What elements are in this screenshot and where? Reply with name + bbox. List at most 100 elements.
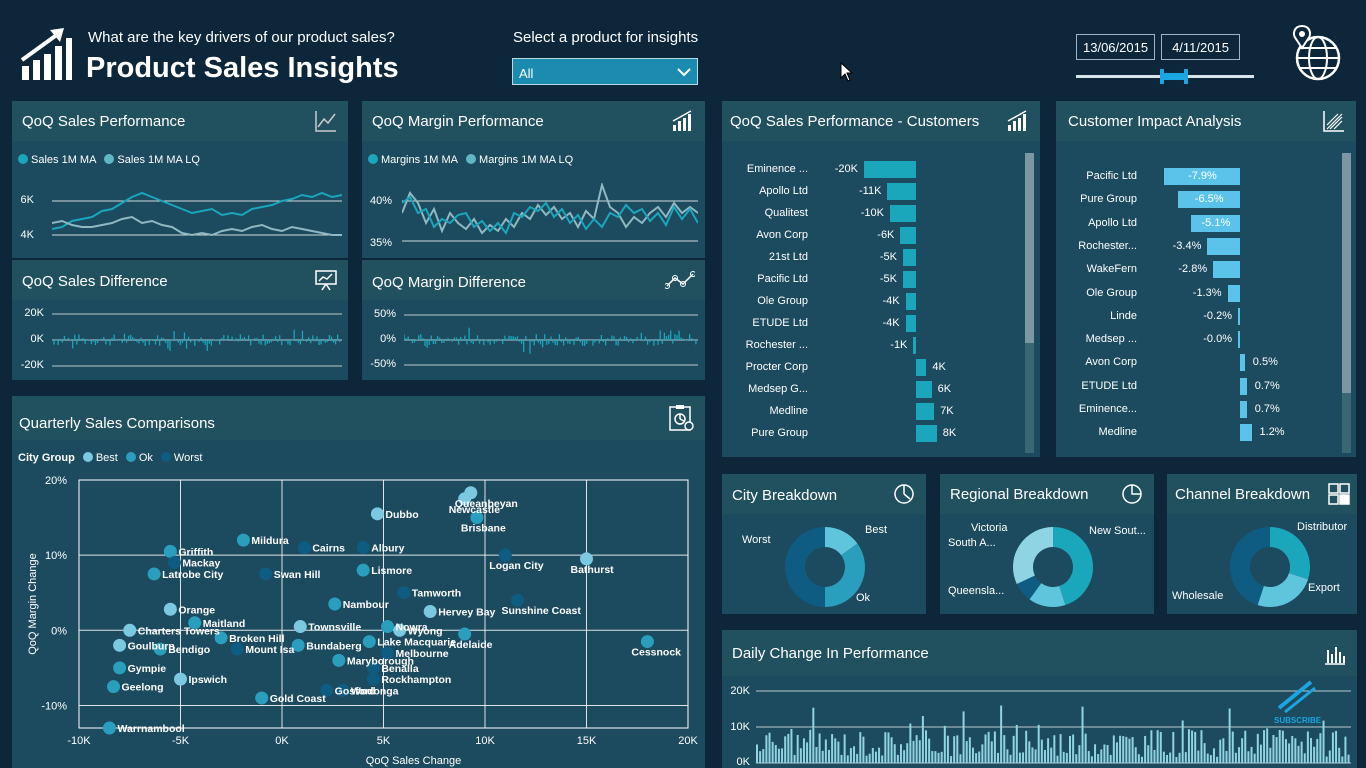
- daily-bar: [1197, 750, 1200, 763]
- daily-bar: [953, 736, 956, 763]
- legend-item-ok[interactable]: Ok: [125, 452, 153, 464]
- customer-bar[interactable]: [864, 161, 916, 178]
- y-tick: 6K: [20, 194, 34, 206]
- daily-bar: [896, 754, 899, 763]
- legend-item[interactable]: Margins 1M MA LQ: [466, 154, 573, 166]
- qoq-sales-difference-panel: QoQ Sales Difference 20K 0K -20K: [12, 260, 348, 380]
- bar-value-label: -1K: [890, 339, 908, 351]
- scatter-label: Dubbo: [385, 509, 418, 521]
- daily-bar: [946, 735, 949, 763]
- bar-value-label: -1.3%: [1192, 286, 1222, 299]
- daily-bar: [799, 748, 802, 763]
- daily-bar: [1259, 744, 1262, 763]
- globe-location-icon: [1293, 24, 1341, 81]
- impact-bar[interactable]: [1207, 237, 1240, 255]
- panel-title: QoQ Sales Difference: [22, 273, 168, 290]
- product-selector-label: Select a product for insights: [513, 29, 699, 46]
- legend-item-best[interactable]: Best: [82, 452, 118, 464]
- qoq-sales-performance-panel: QoQ Sales Performance Sales 1M MA Sales …: [12, 101, 348, 258]
- daily-bar: [962, 711, 965, 763]
- scatter-label: Cessnock: [631, 647, 681, 659]
- impact-bar[interactable]: [1238, 307, 1240, 325]
- daily-bar: [1212, 748, 1215, 763]
- panel-title: City Breakdown: [732, 487, 838, 504]
- customer-bar[interactable]: [916, 381, 932, 398]
- impact-bar[interactable]: [1164, 168, 1240, 185]
- scatter-point: [293, 620, 307, 634]
- x-axis-label: QoQ Sales Change: [366, 755, 461, 767]
- impact-bar[interactable]: [1240, 377, 1247, 395]
- scatter-label: Albury: [371, 543, 404, 555]
- y-tick: -20K: [20, 359, 44, 371]
- customer-bar[interactable]: [916, 425, 937, 442]
- scatter-point: [174, 672, 187, 686]
- customer-bar[interactable]: [903, 271, 916, 288]
- donut-label: New Sout...: [1089, 525, 1146, 537]
- daily-bar: [1288, 743, 1291, 763]
- daily-bar: [893, 744, 896, 763]
- daily-bar: [1100, 749, 1103, 763]
- customer-bar[interactable]: [903, 249, 916, 266]
- impact-bar[interactable]: [1213, 261, 1240, 279]
- daily-bar: [1031, 747, 1034, 763]
- date-end-input[interactable]: 4/11/2015: [1161, 34, 1240, 60]
- date-start-input[interactable]: 13/06/2015: [1076, 34, 1155, 60]
- scrollbar-thumb[interactable]: [1025, 153, 1034, 343]
- daily-bar: [1078, 745, 1081, 763]
- impact-bar[interactable]: [1240, 354, 1245, 372]
- bar-category-label: Pure Group: [1080, 193, 1137, 206]
- customer-bar[interactable]: [916, 359, 927, 376]
- impact-bar[interactable]: [1238, 331, 1240, 349]
- donut-label: Victoria: [971, 522, 1008, 534]
- pie-clock-icon: [894, 484, 914, 504]
- customer-bar[interactable]: [890, 205, 916, 222]
- daily-bar: [1297, 745, 1300, 763]
- legend-item[interactable]: Sales 1M MA LQ: [104, 154, 200, 166]
- y-tick: 35%: [369, 237, 392, 249]
- daily-bar: [1284, 739, 1287, 763]
- scatter-point: [328, 597, 342, 611]
- daily-bar: [862, 736, 865, 763]
- customer-bar[interactable]: [913, 337, 916, 354]
- scatter-label: Adelaide: [449, 639, 493, 651]
- bar-value-label: 0.7%: [1254, 379, 1280, 392]
- daily-bar: [796, 734, 799, 763]
- daily-bar: [837, 741, 840, 763]
- donut-label: Queensla...: [948, 585, 1005, 597]
- impact-bar[interactable]: [1227, 284, 1240, 302]
- scrollbar-thumb[interactable]: [1342, 153, 1351, 393]
- sales-ma-line: [52, 191, 342, 230]
- bar-category-label: Pure Group: [751, 427, 808, 439]
- impact-bar[interactable]: [1191, 214, 1240, 232]
- daily-bar: [1150, 730, 1153, 763]
- date-slider-handle-end[interactable]: [1184, 69, 1188, 84]
- x-tick: 20K: [678, 735, 698, 747]
- bar-category-label: Medline: [1098, 426, 1137, 439]
- panel-title: Customer Impact Analysis: [1068, 113, 1242, 130]
- customer-bar[interactable]: [900, 227, 916, 244]
- daily-bar: [1059, 734, 1062, 763]
- customer-bar[interactable]: [887, 183, 916, 200]
- scatter-point: [259, 567, 273, 581]
- customer-bar[interactable]: [905, 293, 916, 310]
- daily-bar: [1275, 737, 1278, 763]
- impact-bar[interactable]: [1177, 191, 1240, 209]
- legend-item-worst[interactable]: Worst: [160, 452, 202, 464]
- impact-bar[interactable]: [1240, 401, 1247, 418]
- scatter-point: [188, 616, 202, 630]
- impact-bar[interactable]: [1240, 424, 1252, 442]
- daily-bar: [887, 732, 890, 763]
- y-tick: 0K: [736, 756, 750, 768]
- bar-category-label: Ole Group: [757, 295, 808, 307]
- scatter-label: Newcastle: [449, 504, 501, 516]
- legend-item[interactable]: Margins 1M MA: [368, 154, 458, 166]
- product-dropdown[interactable]: All: [512, 58, 698, 85]
- daily-bar: [1084, 733, 1087, 763]
- scatter-point: [147, 567, 161, 581]
- customer-bar[interactable]: [916, 403, 935, 420]
- scatter-label: Bendigo: [168, 644, 210, 656]
- customer-bar[interactable]: [905, 315, 916, 332]
- legend-item[interactable]: Sales 1M MA: [18, 154, 96, 166]
- date-slider-handle-start[interactable]: [1160, 69, 1164, 84]
- donut-slice: [1230, 527, 1271, 606]
